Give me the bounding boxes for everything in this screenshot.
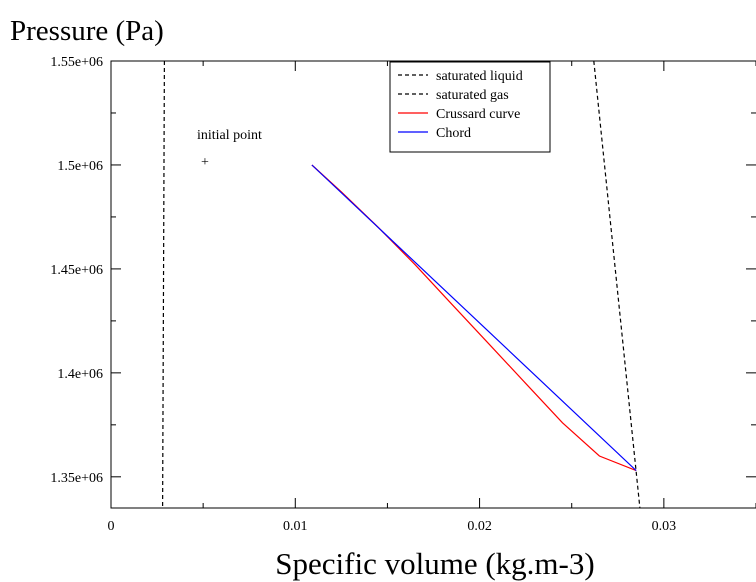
plot-frame	[110, 60, 756, 509]
annotation-layer: + initial point	[197, 128, 262, 170]
series-chord-line	[311, 164, 637, 472]
x-axis-title: Specific volume (kg.m-3)	[275, 546, 594, 581]
y-tick-label: 1.55e+06	[50, 55, 103, 70]
x-tick-label: 0.03	[652, 519, 677, 534]
legend-box	[389, 61, 551, 153]
y-tick-label: 1.4e+06	[57, 367, 103, 382]
ticks-layer: 0 0.01 0.02 0.03 1.35e+06 1.4e+06 1.45e+06 1.5e…	[50, 55, 756, 534]
legend-label: Chord	[436, 126, 471, 141]
x-tick-label: 0	[108, 519, 115, 534]
y-tick-label: 1.5e+06	[57, 159, 103, 174]
initial-point-marker: +	[201, 155, 209, 170]
y-tick-label: 1.35e+06	[50, 471, 103, 486]
y-axis-title: Pressure (Pa)	[10, 15, 164, 47]
legend-label: saturated liquid	[436, 69, 523, 84]
initial-point-label: initial point	[197, 128, 262, 143]
x-tick-label: 0.01	[283, 519, 308, 534]
legend-label: Crussard curve	[436, 107, 520, 122]
series-saturated-gas-line	[593, 61, 641, 508]
series-layer	[162, 61, 641, 508]
x-tick-label: 0.02	[467, 519, 492, 534]
legend: saturated liquid saturated gas Crussard cu…	[389, 61, 551, 153]
y-tick-label: 1.45e+06	[50, 263, 103, 278]
series-saturated-liquid-line	[162, 61, 165, 508]
legend-label: saturated gas	[436, 88, 509, 103]
